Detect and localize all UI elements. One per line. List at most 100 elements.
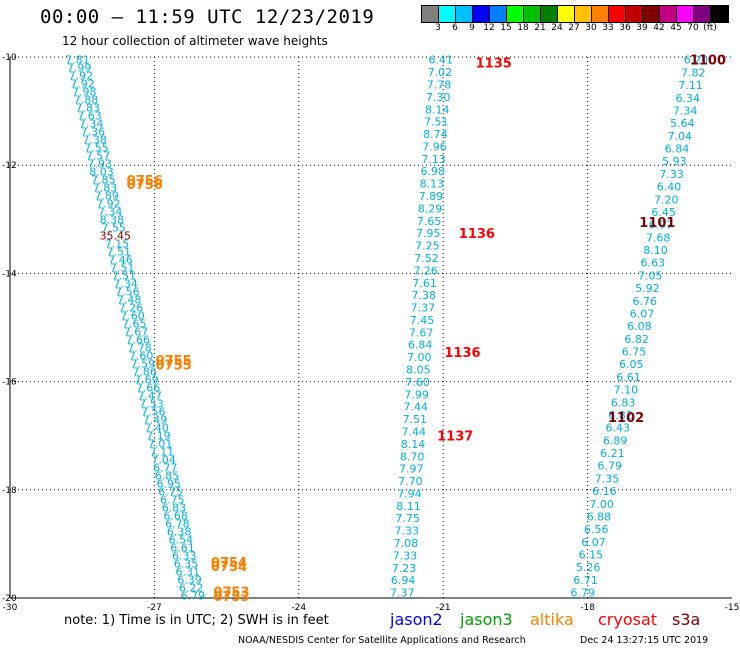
time-label: 1101	[639, 216, 675, 231]
wave-height-value: 8.03	[89, 166, 114, 179]
colorbar-swatch	[507, 6, 524, 22]
wave-height-value: 8.05	[406, 364, 431, 377]
time-label: 0754	[211, 560, 247, 575]
legend-entry-cryosat: cryosat	[598, 610, 658, 629]
colorbar-swatch	[558, 6, 575, 22]
wave-height-value: 6.41	[429, 54, 454, 67]
colorbar-swatch	[490, 6, 507, 22]
wave-height-value: 6.43	[606, 422, 631, 435]
wave-height-value: 7.65	[417, 215, 442, 228]
wave-height-value: 7.55	[84, 142, 109, 155]
wave-height-value: 6.56	[584, 523, 609, 536]
wave-height-value: 7.15	[105, 238, 130, 251]
wave-height-value: 6.79	[181, 589, 206, 602]
wave-height-value: 5.64	[670, 117, 695, 130]
wave-height-value: 7.59	[131, 357, 156, 370]
wave-height-value: 6.75	[622, 346, 647, 359]
wave-height-value: 7.47	[138, 389, 163, 402]
y-tick-label: -20	[2, 594, 17, 604]
wave-height-value: 6.63	[641, 257, 666, 270]
colorbar-label: 42	[653, 23, 665, 33]
page-subtitle: 12 hour collection of altimeter wave hei…	[62, 34, 328, 48]
wave-height-value: 6.39	[177, 573, 202, 586]
wave-height-value: 7.40	[144, 421, 169, 434]
wave-height-value: 7.70	[398, 475, 423, 488]
wave-height-value: 8.38	[100, 214, 125, 227]
time-label: 0755	[156, 358, 192, 373]
wave-height-value: 6.84	[665, 143, 690, 156]
footer-note: note: 1) Time is in UTC; 2) SWH is in fe…	[64, 613, 329, 628]
wave-height-value: 7.51	[403, 413, 428, 426]
wave-height-value: 7.04	[667, 130, 692, 143]
wave-height-value: 7.75	[395, 512, 420, 525]
wave-height-value: 6.31	[175, 565, 200, 578]
wave-height-value: 7.38	[412, 289, 437, 302]
wave-height-value: 7.08	[394, 537, 419, 550]
wave-height-value: 5.26	[576, 561, 601, 574]
wave-height-value: 6.85	[155, 469, 180, 482]
wave-height-value: 6.05	[619, 358, 644, 371]
colorbar-label: 33	[602, 23, 614, 33]
wave-height-value: 6.78	[165, 517, 190, 530]
wave-height-value: 7.56	[115, 286, 140, 299]
wave-height-value: 6.61	[170, 541, 195, 554]
wave-height-value: 7.57	[86, 150, 111, 163]
wave-height-value: 6.71	[573, 574, 598, 587]
wave-height-value: 6.97	[649, 219, 674, 232]
colorbar-label: 18	[517, 23, 529, 33]
colorbar-label: 36	[619, 23, 631, 33]
wave-height-value: 7.89	[419, 190, 444, 203]
colorbar-label: 15	[500, 23, 512, 33]
wave-height-value: 6.76	[632, 295, 657, 308]
x-tick-label: -18	[580, 603, 595, 613]
wave-height-value: 7.02	[428, 66, 453, 79]
time-label: 1136	[459, 227, 495, 242]
colorbar-label: 12	[483, 23, 495, 33]
time-label: 1102	[608, 411, 644, 426]
wave-height-value: 7.44	[403, 401, 428, 414]
wave-height-value: 7.67	[124, 325, 149, 338]
colorbar-swatch	[473, 6, 490, 22]
wave-height-value: 7.48	[117, 294, 142, 307]
wave-height-value: 6.88	[587, 510, 612, 523]
colorbar-swatch	[592, 6, 609, 22]
wave-height-value: 7.86	[132, 365, 157, 378]
wave-height-value: 8.29	[418, 202, 443, 215]
time-label: 0755	[156, 354, 192, 369]
y-tick-label: -18	[2, 486, 17, 496]
colorbar-swatch	[609, 6, 626, 22]
wave-height-value: 7.04	[151, 453, 176, 466]
wave-height-value: 7.97	[399, 463, 424, 476]
wave-height-value: 7.60	[129, 349, 154, 362]
wave-height-value: 7.63	[77, 110, 102, 123]
colorbar-label: 24	[551, 23, 563, 33]
wave-height-value: 6.82	[624, 333, 649, 346]
wave-height-value: 6.75	[160, 493, 185, 506]
wave-height-value: 7.92	[69, 70, 94, 83]
colorbar-swatch	[694, 6, 711, 22]
colorbar-label: 39	[636, 23, 648, 33]
wave-height-value: 6.77	[153, 461, 178, 474]
wave-height-value: 8.14	[401, 438, 426, 451]
wave-height-value: 7.56	[141, 405, 166, 418]
wave-height-value: 7.30	[426, 91, 451, 104]
time-label: 0753	[213, 590, 249, 605]
wave-height-value: 7.33	[395, 525, 420, 538]
wave-height-value: 7.19	[146, 429, 171, 442]
time-label: 1135	[476, 56, 512, 71]
colorbar-swatch	[524, 6, 541, 22]
colorbar-swatch	[626, 6, 643, 22]
wave-height-value: 6.40	[657, 181, 682, 194]
wave-height-value: 8.70	[400, 450, 425, 463]
wave-height-value: 7.55	[101, 222, 126, 235]
wave-height-value: 7.51	[107, 246, 132, 259]
x-tick-label: -15	[725, 603, 740, 613]
wave-height-value: 6.94	[391, 574, 416, 587]
colorbar-swatch	[660, 6, 677, 22]
wave-height-value: 7.65	[122, 318, 147, 331]
wave-height-value: 7.33	[659, 168, 684, 181]
colorbar-label: 70	[687, 23, 699, 33]
wave-height-value: 6.82	[608, 409, 633, 422]
wave-height-value: 8.13	[420, 178, 445, 191]
